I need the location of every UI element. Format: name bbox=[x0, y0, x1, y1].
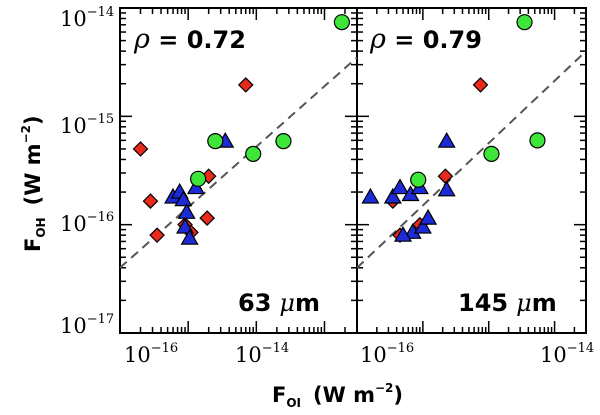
left-blue-triangle-marker-5 bbox=[180, 228, 199, 245]
right-panel-frame bbox=[356, 7, 587, 334]
right-blue-triangle-marker-6 bbox=[413, 217, 432, 234]
left-blue-triangle-marker-4 bbox=[176, 217, 195, 234]
right-green-circle-marker-1 bbox=[483, 145, 500, 163]
right-blue-triangle-marker-10 bbox=[393, 225, 413, 242]
y-axis-title: FOH(W m−2) bbox=[19, 115, 48, 252]
right-red-diamond-marker-4 bbox=[472, 77, 489, 93]
y-tick-label-1e-16: 10−16 bbox=[60, 210, 114, 236]
left-panel-markers bbox=[132, 14, 350, 245]
left-red-diamond-marker-7 bbox=[237, 77, 254, 93]
right-fit-line bbox=[356, 50, 587, 269]
y-tick-label-1e-14: 10−14 bbox=[60, 5, 114, 31]
left-x-tick-label-1e-16: 10−16 bbox=[124, 341, 178, 367]
right-blue-triangle-marker-1 bbox=[383, 187, 402, 204]
y-tick-label-1e-15: 10−15 bbox=[60, 112, 114, 138]
right-wavelength-label: 145 μm bbox=[458, 289, 557, 317]
left-green-circle-marker-3 bbox=[275, 133, 292, 150]
left-correlation-label: ρ = 0.72 bbox=[133, 24, 246, 55]
left-green-circle-marker-4 bbox=[333, 14, 350, 31]
right-x-tick-label-1e-14: 10−14 bbox=[540, 341, 594, 367]
left-panel-frame bbox=[119, 7, 358, 334]
left-red-diamond-marker-0 bbox=[132, 141, 149, 157]
left-green-circle-marker-1 bbox=[207, 133, 224, 150]
left-x-tick-label-1e-14: 10−14 bbox=[235, 341, 289, 367]
left-green-circle-marker-0 bbox=[190, 170, 207, 187]
left-blue-triangle-marker-3 bbox=[177, 203, 196, 219]
right-green-circle-marker-0 bbox=[410, 171, 427, 188]
right-green-circle-marker-2 bbox=[516, 14, 533, 31]
left-red-diamond-marker-2 bbox=[142, 193, 159, 209]
left-red-diamond-marker-1 bbox=[149, 227, 165, 244]
right-blue-triangle-marker-2 bbox=[390, 178, 410, 195]
right-blue-triangle-marker-8 bbox=[437, 180, 456, 197]
x-axis-title: FOI (W m−2) bbox=[272, 381, 403, 410]
right-x-tick-label-1e-16: 10−16 bbox=[360, 341, 414, 367]
left-green-circle-marker-2 bbox=[245, 145, 262, 163]
right-blue-triangle-marker-9 bbox=[437, 131, 456, 148]
left-wavelength-label: 63 μm bbox=[238, 289, 320, 317]
left-blue-triangle-marker-2 bbox=[174, 190, 193, 207]
right-panel-markers bbox=[361, 14, 546, 244]
tick-marks bbox=[119, 7, 587, 334]
right-blue-triangle-marker-0 bbox=[361, 187, 380, 204]
right-blue-triangle-marker-7 bbox=[419, 208, 438, 225]
right-red-diamond-marker-3 bbox=[437, 168, 454, 185]
left-red-diamond-marker-5 bbox=[199, 210, 216, 226]
right-green-circle-marker-3 bbox=[529, 132, 546, 149]
y-tick-label-1e-17: 10−17 bbox=[60, 312, 114, 338]
right-correlation-label: ρ = 0.79 bbox=[369, 24, 482, 55]
